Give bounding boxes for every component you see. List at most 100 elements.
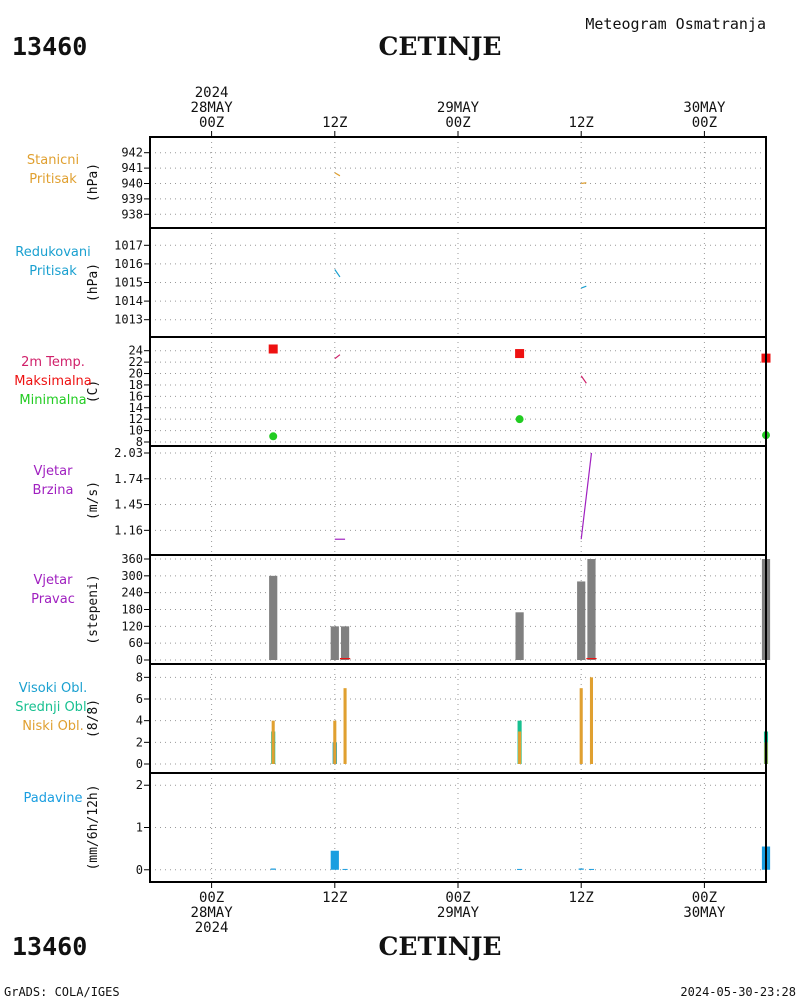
max-temp-marker: [268, 344, 278, 354]
bar-mark: [342, 868, 348, 870]
x-tick-label-bottom: 28MAY: [191, 905, 234, 921]
product-title: Meteogram Osmatranja: [585, 15, 766, 33]
unit-label: (mm/6h/12h): [86, 784, 101, 870]
y-tick-label: 14: [129, 401, 143, 415]
unit-label: (hPa): [86, 263, 101, 302]
bar-mark: [269, 575, 278, 660]
series-line: [580, 285, 587, 289]
bar-mark: [330, 626, 339, 660]
panel-frame: [149, 227, 767, 338]
y-tick-label: 1.45: [114, 498, 143, 512]
y-tick-label: 938: [121, 207, 143, 221]
x-tick-label-bottom: 29MAY: [437, 905, 480, 921]
series-label: Padavine: [24, 791, 83, 806]
unit-label: (stepeni): [86, 574, 101, 644]
bar-mark: [587, 559, 596, 660]
credit-text: GrADS: COLA/IGES: [4, 985, 120, 999]
y-tick-label: 1016: [114, 257, 143, 271]
y-tick-label: 2: [136, 735, 143, 749]
station-name-bottom: CETINJE: [379, 932, 502, 961]
y-tick-label: 0: [136, 653, 143, 667]
bar-mark: [270, 868, 276, 870]
y-tick-label: 941: [121, 161, 143, 175]
y-tick-label: 20: [129, 367, 143, 381]
y-tick-label: 8: [136, 670, 143, 684]
bar-mark: [578, 868, 584, 870]
plot-area: 938939940941942(hPa)StanicniPritisak1013…: [14, 85, 771, 936]
y-tick-label: 16: [129, 389, 143, 403]
x-tick-label-bottom: 00Z: [199, 890, 224, 906]
series-label: 2m Temp.: [21, 355, 85, 370]
y-tick-label: 0: [136, 757, 143, 771]
y-tick-label: 24: [129, 344, 143, 358]
y-tick-label: 1.74: [114, 472, 143, 486]
series-label: Visoki Obl.: [19, 681, 87, 696]
series-label: Vjetar: [34, 464, 74, 479]
y-tick-label: 2: [136, 778, 143, 792]
series-label: Maksimalna: [14, 374, 92, 389]
panel-cloud-cover: 0 2 4 6 8 (8/8) Visoki Obl. Srednji Obl. Niski O…: [15, 663, 769, 774]
x-tick-label-top: 12Z: [322, 115, 347, 131]
unit-label: (hPa): [86, 163, 101, 202]
y-tick-label: 4: [136, 714, 143, 728]
y-tick-label: 0: [136, 863, 143, 877]
x-tick-label-top: 00Z: [445, 115, 470, 131]
series-label: Pritisak: [29, 264, 77, 279]
bar-mark: [340, 626, 350, 660]
x-tick-label-top: 29MAY: [437, 100, 480, 116]
bar-mark: [343, 688, 347, 764]
series-line: [334, 354, 341, 360]
panel-frame: [149, 663, 767, 774]
bar-mark: [515, 612, 524, 660]
timestamp-text: 2024-05-30-23:28: [680, 985, 796, 999]
y-tick-label: 180: [121, 603, 143, 617]
x-tick-label-bottom: 00Z: [445, 890, 470, 906]
y-tick-label: 360: [121, 552, 143, 566]
bar-mark: [577, 581, 586, 660]
panel-reduced-pressure: 1013 1014 1015 1016 1017 (hPa) Redukovani Priti…: [15, 227, 767, 338]
max-temp-marker: [515, 349, 525, 359]
y-tick-label: 1015: [114, 276, 143, 290]
x-tick-label-bottom: 12Z: [569, 890, 594, 906]
bar-mark: [517, 868, 523, 870]
bar-mark: [589, 677, 594, 764]
series-label: Pritisak: [29, 172, 77, 187]
y-tick-label: 940: [121, 177, 143, 191]
bar-mark: [579, 688, 583, 764]
y-tick-label: 1013: [114, 313, 143, 327]
x-tick-label-bottom: 00Z: [692, 890, 717, 906]
x-tick-label-top: 30MAY: [683, 100, 726, 116]
unit-label: (8/8): [86, 699, 101, 738]
y-tick-label: 939: [121, 192, 143, 206]
series-line: [334, 269, 341, 278]
y-tick-label: 6: [136, 692, 143, 706]
y-tick-label: 1014: [114, 294, 143, 308]
y-tick-label: 10: [129, 424, 143, 438]
series-line: [580, 375, 587, 384]
series-line: [334, 172, 341, 177]
panel-precipitation: 0 1 2 (mm/6h/12h)Padavine: [24, 772, 771, 883]
series-label: Vjetar: [34, 573, 74, 588]
station-id-top: 13460: [12, 32, 87, 61]
series-label: Brzina: [33, 483, 74, 498]
x-tick-label-bottom: 2024: [195, 920, 229, 936]
panel-frame: [149, 445, 767, 556]
x-tick-label-top: 00Z: [692, 115, 717, 131]
y-tick-label: 240: [121, 586, 143, 600]
y-tick-label: 12: [129, 412, 143, 426]
x-tick-label-top: 00Z: [199, 115, 224, 131]
series-label: Niski Obl.: [22, 719, 84, 734]
bar-mark: [333, 720, 337, 764]
y-tick-label: 60: [129, 636, 143, 650]
panel-frame: [149, 336, 767, 447]
y-tick-label: 120: [121, 619, 143, 633]
y-tick-label: 18: [129, 378, 143, 392]
panel-wind-direction: 0 60 120 180 240 300 360 (stepeni) Vjetar Pravac: [31, 552, 771, 667]
x-tick-label-bottom: 30MAY: [683, 905, 726, 921]
station-name-top: CETINJE: [379, 32, 502, 61]
y-tick-label: 1: [136, 821, 143, 835]
series-label: Minimalna: [19, 393, 86, 408]
series-label: Srednji Obl.: [15, 700, 90, 715]
